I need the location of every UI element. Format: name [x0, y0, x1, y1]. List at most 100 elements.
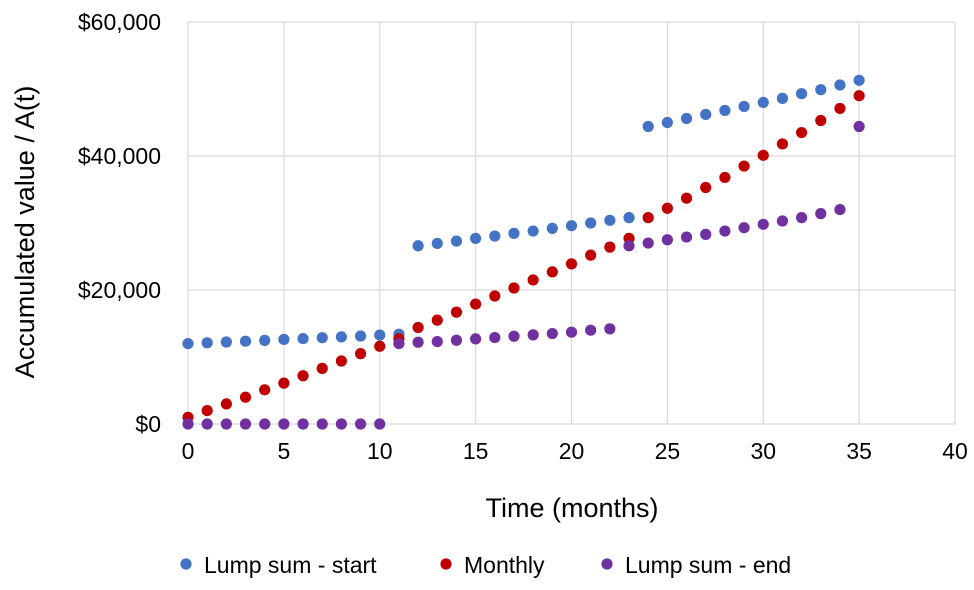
data-point — [815, 208, 827, 220]
data-point — [661, 116, 673, 129]
data-point — [719, 104, 731, 117]
data-point — [527, 329, 539, 341]
data-point — [546, 266, 558, 278]
data-point — [680, 112, 693, 125]
legend-marker — [601, 558, 613, 570]
y-tick-label: $0 — [135, 411, 161, 437]
data-point — [738, 222, 750, 234]
data-point — [700, 228, 712, 240]
data-point — [757, 149, 769, 161]
data-point — [470, 298, 482, 310]
data-point — [278, 377, 290, 389]
y-tick-label: $20,000 — [78, 277, 161, 303]
data-point — [834, 204, 846, 216]
data-point — [431, 237, 443, 250]
data-point — [565, 326, 578, 338]
data-point — [335, 418, 347, 430]
data-point — [604, 323, 616, 335]
y-axis-tick-labels: $0 $20,000 $40,000 $60,000 — [78, 9, 161, 437]
data-point — [738, 100, 750, 113]
legend-label: Monthly — [464, 552, 545, 578]
data-point — [335, 355, 347, 367]
data-point — [201, 418, 213, 430]
data-point — [853, 90, 865, 102]
y-tick-label: $40,000 — [78, 143, 161, 169]
data-point — [354, 418, 367, 430]
data-point — [393, 338, 405, 350]
data-point — [853, 74, 865, 86]
x-tick-label: 35 — [846, 438, 872, 464]
data-point — [489, 290, 501, 302]
data-point — [776, 215, 789, 227]
x-axis-title: Time (months) — [485, 493, 658, 523]
data-point — [508, 330, 520, 342]
data-point — [335, 331, 347, 343]
data-point — [527, 225, 539, 237]
y-axis-title: Accumulated value / A(t) — [10, 86, 40, 379]
data-point — [719, 225, 731, 237]
data-point — [297, 370, 309, 382]
data-point — [431, 335, 443, 348]
data-point — [757, 218, 769, 230]
data-point — [259, 334, 271, 346]
data-point — [201, 405, 213, 417]
data-point — [661, 234, 673, 246]
data-point — [642, 237, 654, 249]
data-point — [853, 120, 865, 133]
data-point — [239, 335, 252, 347]
data-point — [508, 227, 520, 239]
legend-item: Lump sum - end — [601, 552, 791, 578]
legend-marker — [180, 558, 192, 570]
data-point — [278, 333, 290, 346]
data-point — [585, 217, 597, 229]
data-point — [738, 160, 750, 172]
data-point — [796, 212, 808, 224]
data-point — [700, 181, 712, 194]
data-point — [182, 418, 194, 430]
data-point — [450, 306, 463, 318]
data-point — [316, 418, 328, 430]
data-point — [220, 418, 232, 430]
data-point — [834, 79, 846, 91]
data-point — [374, 340, 386, 352]
data-point — [585, 324, 597, 336]
x-tick-label: 20 — [559, 438, 585, 464]
series-1 — [182, 90, 865, 423]
data-point — [374, 329, 386, 341]
data-point — [297, 418, 309, 430]
data-point — [316, 362, 328, 374]
data-point — [661, 202, 673, 214]
data-point — [776, 92, 789, 104]
data-point — [470, 232, 482, 245]
data-point — [815, 84, 827, 96]
data-point — [565, 258, 578, 270]
x-tick-label: 40 — [942, 438, 968, 464]
x-tick-label: 10 — [367, 438, 393, 464]
data-point — [220, 398, 232, 410]
data-point — [182, 338, 194, 350]
data-point — [354, 348, 367, 360]
data-point — [316, 332, 328, 344]
data-point — [700, 108, 712, 121]
legend-label: Lump sum - end — [625, 552, 791, 578]
data-point — [489, 331, 501, 344]
data-point — [546, 327, 558, 340]
data-point — [527, 274, 539, 286]
data-point — [508, 282, 520, 294]
data-point — [796, 126, 808, 139]
data-points — [182, 74, 865, 430]
data-point — [834, 102, 846, 115]
data-point — [623, 240, 635, 252]
legend-item: Lump sum - start — [180, 552, 377, 578]
data-point — [757, 96, 769, 108]
data-point — [354, 330, 367, 342]
data-point — [489, 230, 501, 242]
x-tick-label: 30 — [750, 438, 776, 464]
x-tick-label: 25 — [655, 438, 681, 464]
data-point — [815, 114, 827, 127]
data-point — [412, 321, 424, 334]
legend-label: Lump sum - start — [204, 552, 377, 578]
data-point — [239, 418, 252, 430]
